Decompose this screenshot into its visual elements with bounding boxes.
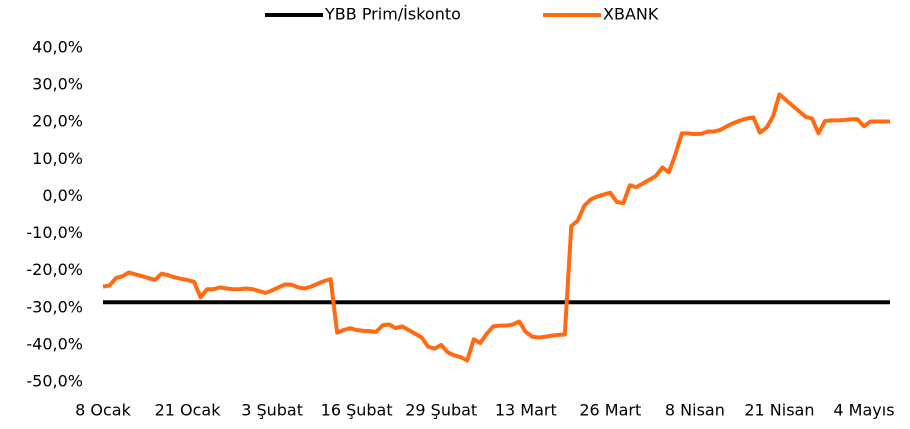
y-tick-label: 40,0% [32, 38, 83, 57]
x-tick-label: 26 Mart [579, 401, 641, 420]
x-tick-label: 16 Şubat [321, 401, 393, 420]
y-tick-label: 20,0% [32, 112, 83, 131]
y-tick-label: 10,0% [32, 149, 83, 168]
y-tick-label: -30,0% [26, 297, 83, 316]
x-tick-label: 13 Mart [495, 401, 557, 420]
x-tick-label: 21 Nisan [744, 401, 814, 420]
x-tick-label: 29 Şubat [405, 401, 477, 420]
y-tick-label: 0,0% [42, 186, 83, 205]
series-line [102, 92, 890, 363]
x-tick-label: 4 Mayıs [833, 401, 894, 420]
x-tick-label: 8 Ocak [75, 401, 131, 420]
y-tick-label: -50,0% [26, 372, 83, 391]
x-tick-label: 8 Nisan [665, 401, 725, 420]
y-tick-label: -10,0% [26, 223, 83, 242]
x-tick-label: 21 Ocak [155, 401, 222, 420]
x-tick-label: 3 Şubat [241, 401, 303, 420]
legend-label: YBB Prim/İskonto [324, 5, 461, 24]
y-tick-label: -40,0% [26, 334, 83, 353]
y-tick-label: -20,0% [26, 260, 83, 279]
y-tick-label: 30,0% [32, 75, 83, 94]
legend-label: XBANK [603, 5, 659, 24]
